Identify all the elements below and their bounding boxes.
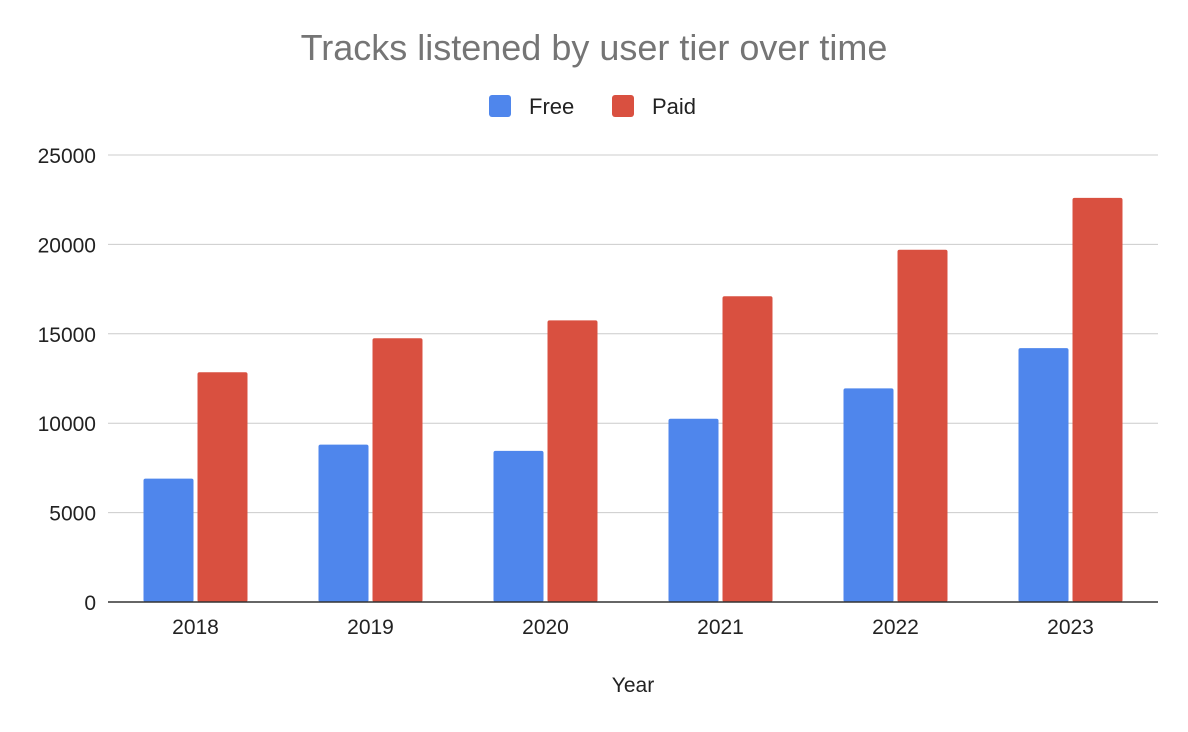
bar-paid-2019: [372, 338, 423, 602]
bar-free-2022: [843, 388, 894, 602]
x-tick-label: 2021: [697, 616, 744, 639]
bar-paid-2022: [897, 249, 948, 602]
x-tick-label: 2020: [522, 616, 569, 639]
gridlines: [108, 154, 1158, 514]
chart-title: Tracks listened by user tier over time: [301, 27, 888, 68]
bar-free-2021: [668, 418, 719, 602]
x-tick-label: 2022: [872, 616, 919, 639]
y-tick-label: 10000: [38, 413, 96, 436]
legend-swatch-free: [489, 95, 511, 117]
legend-label-free: Free: [529, 94, 574, 119]
bar-free-2018: [143, 478, 194, 602]
x-tick-label: 2018: [172, 616, 219, 639]
y-tick-label: 0: [84, 592, 96, 615]
bar-paid-2018: [197, 372, 248, 602]
bars: [143, 197, 1123, 603]
x-tick-label: 2019: [347, 616, 394, 639]
x-tick-label: 2023: [1047, 616, 1094, 639]
bar-paid-2023: [1072, 197, 1123, 603]
bar-free-2023: [1018, 348, 1069, 602]
y-tick-label: 5000: [49, 503, 96, 526]
legend-label-paid: Paid: [652, 94, 696, 119]
bar-free-2019: [318, 444, 369, 602]
x-axis-ticks: 2018 2019 2020 2021 2022 2023: [172, 616, 1094, 639]
bar-paid-2021: [722, 296, 773, 602]
x-axis-title: Year: [612, 674, 654, 697]
y-tick-label: 25000: [38, 145, 96, 168]
y-tick-label: 20000: [38, 234, 96, 257]
legend: Free Paid: [489, 94, 696, 119]
bar-free-2020: [493, 450, 544, 602]
bar-paid-2020: [547, 320, 598, 602]
y-tick-label: 15000: [38, 324, 96, 347]
legend-swatch-paid: [612, 95, 634, 117]
y-axis-ticks: 0 5000 10000 15000 20000 25000: [38, 145, 96, 615]
